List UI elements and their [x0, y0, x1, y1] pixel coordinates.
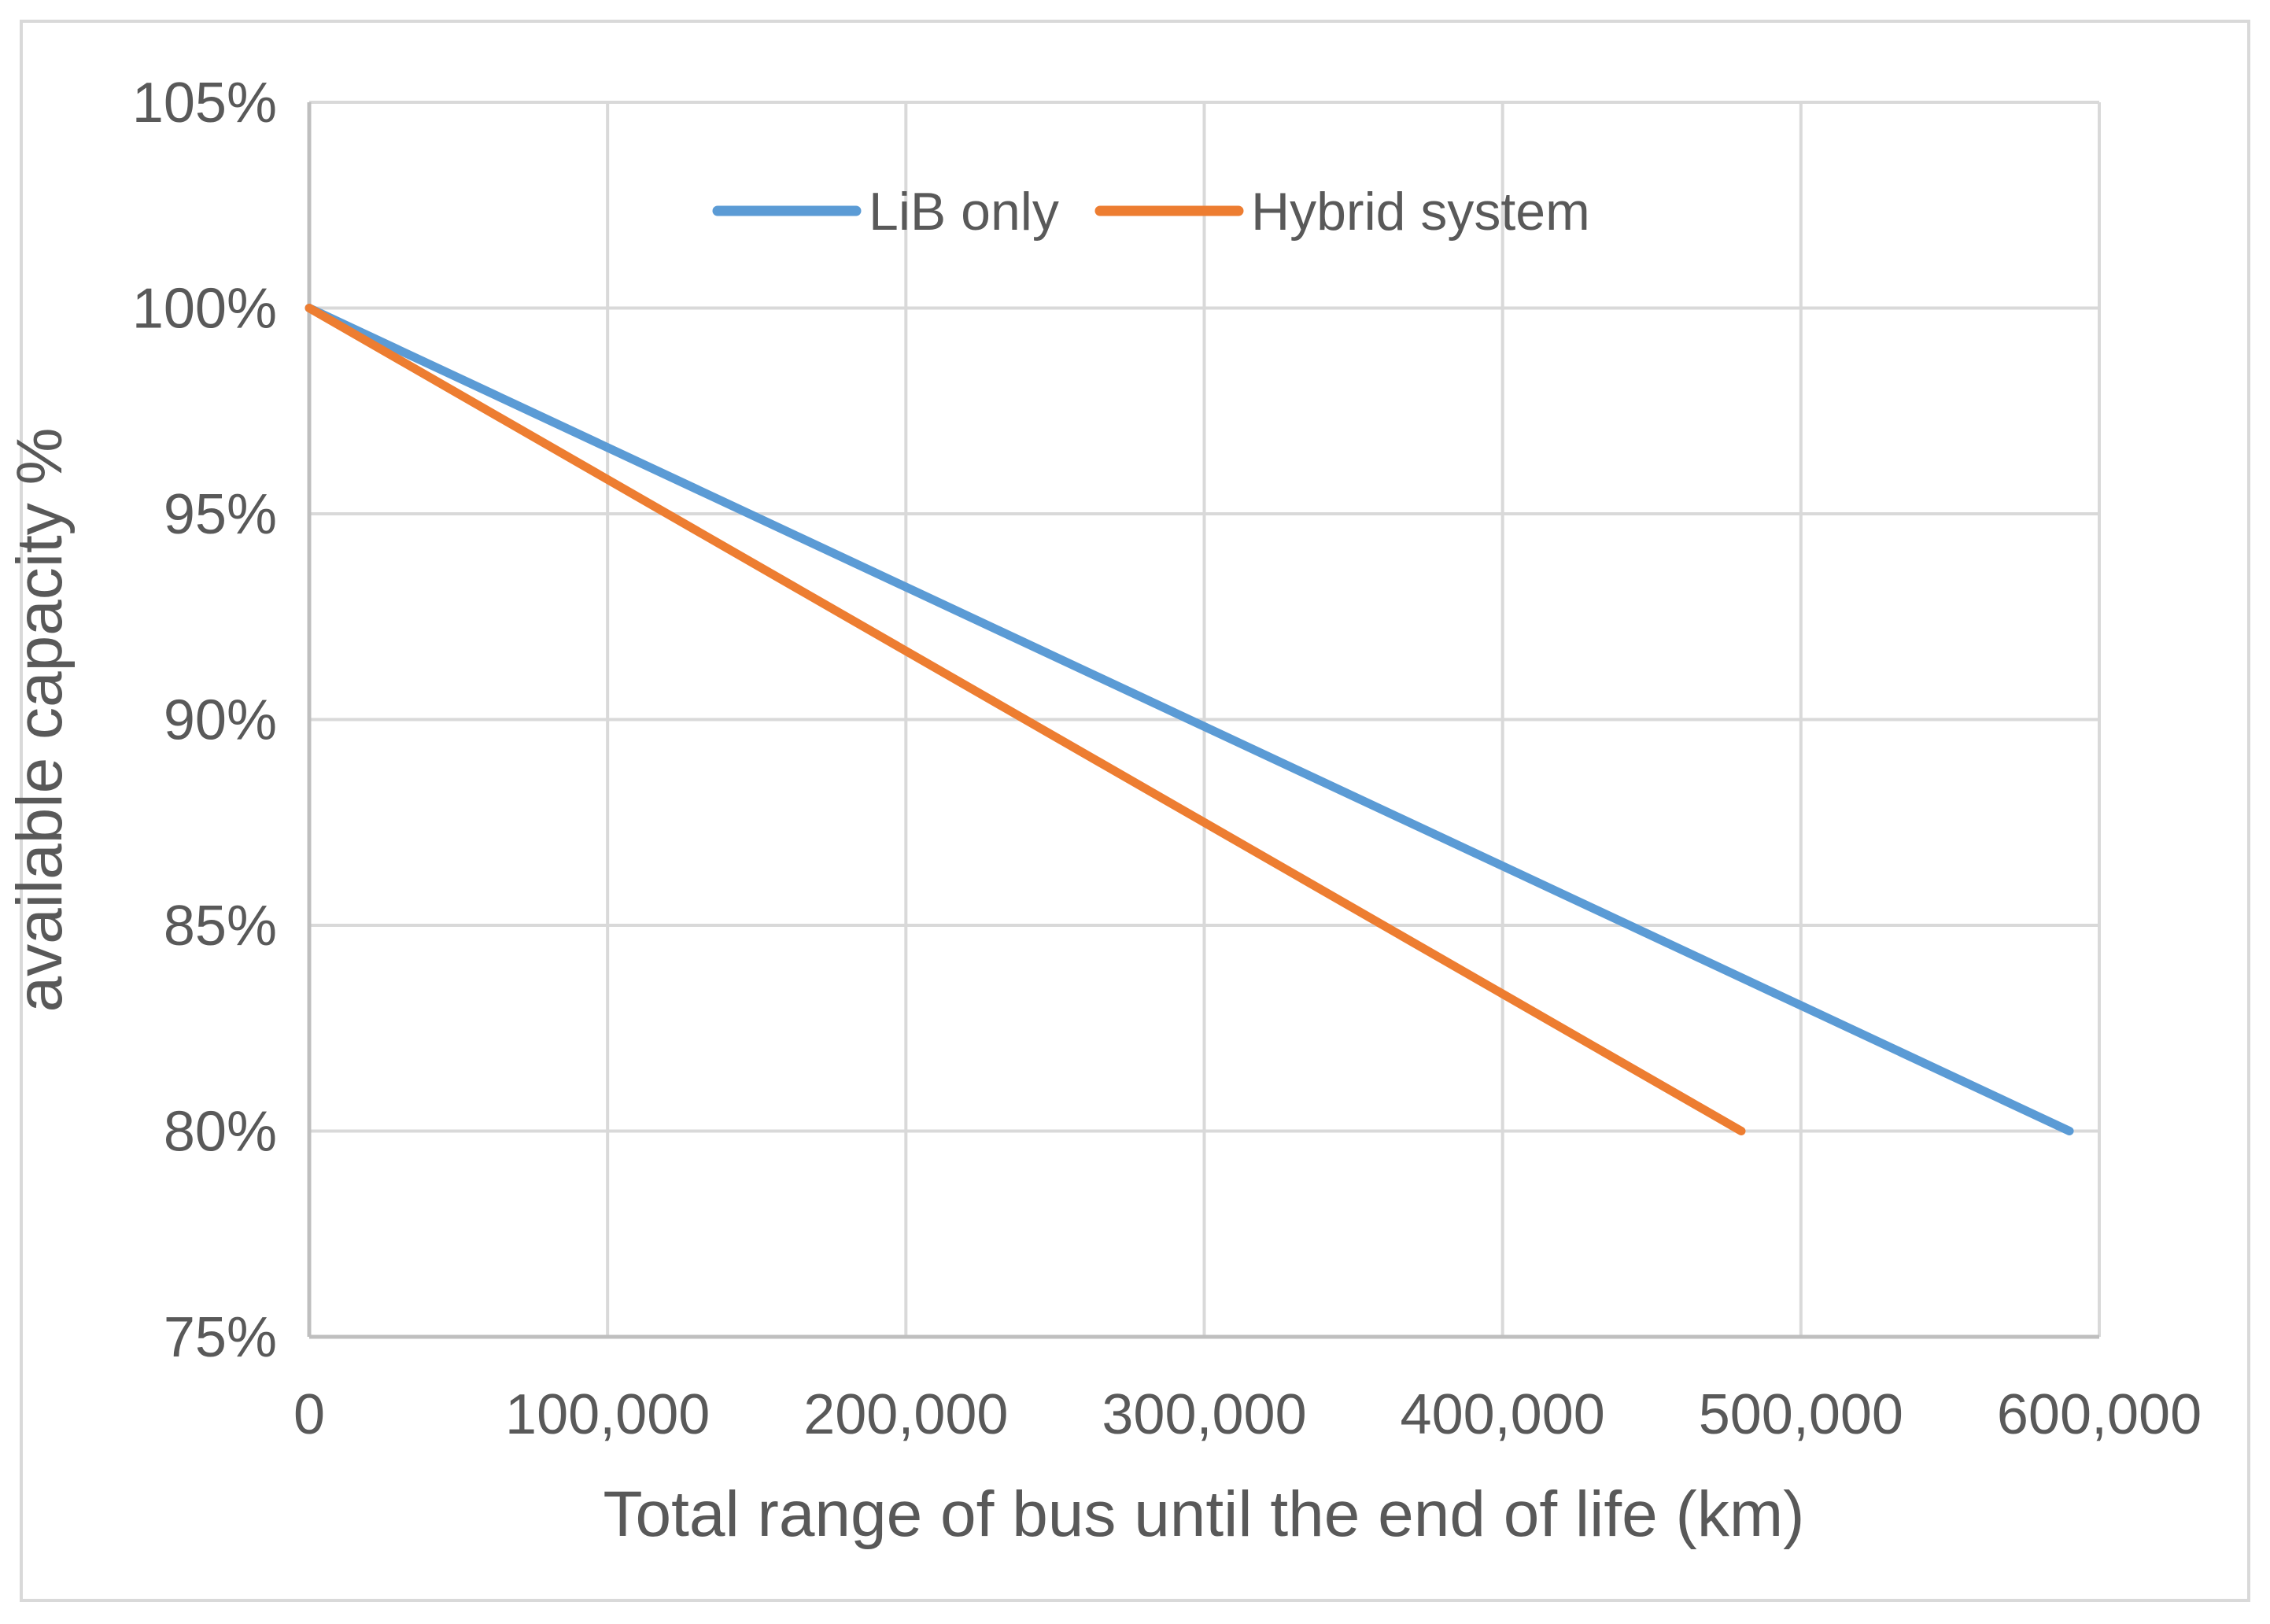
x-tick-labels: 0 100,000 200,000 300,000 400,000 500,000 600,… — [293, 1383, 2202, 1446]
chart-border — [20, 20, 2250, 1602]
x-tick-label: 500,000 — [1699, 1383, 1903, 1446]
x-tick-label: 600,000 — [1997, 1383, 2202, 1446]
x-tick-label: 300,000 — [1102, 1383, 1306, 1446]
y-tick-label: 75% — [164, 1306, 277, 1369]
y-axis-title: available capacity % — [4, 428, 76, 1013]
series-line-hybrid-system — [305, 304, 1746, 1135]
x-axis-title: Total range of bus until the end of life… — [603, 1478, 1805, 1550]
legend-label: LiB only — [869, 182, 1059, 242]
x-tick-label: 400,000 — [1401, 1383, 1605, 1446]
x-tick-label: 200,000 — [803, 1383, 1008, 1446]
x-tick-label: 100,000 — [505, 1383, 710, 1446]
y-tick-label: 105% — [132, 72, 277, 135]
legend-label: Hybrid system — [1251, 182, 1590, 242]
y-tick-label: 100% — [132, 278, 277, 341]
series-line-lib-only — [305, 304, 2074, 1135]
y-tick-label: 85% — [164, 895, 277, 958]
gridlines — [308, 101, 2101, 1338]
y-tick-labels: 105% 100% 95% 90% 85% 80% 75% — [132, 72, 277, 1369]
y-tick-label: 95% — [164, 483, 277, 546]
series-lines — [305, 304, 2074, 1135]
y-tick-label: 90% — [164, 689, 277, 752]
y-tick-label: 80% — [164, 1101, 277, 1164]
x-tick-label: 0 — [293, 1383, 325, 1446]
legend: LiB only Hybrid system — [712, 182, 1590, 242]
